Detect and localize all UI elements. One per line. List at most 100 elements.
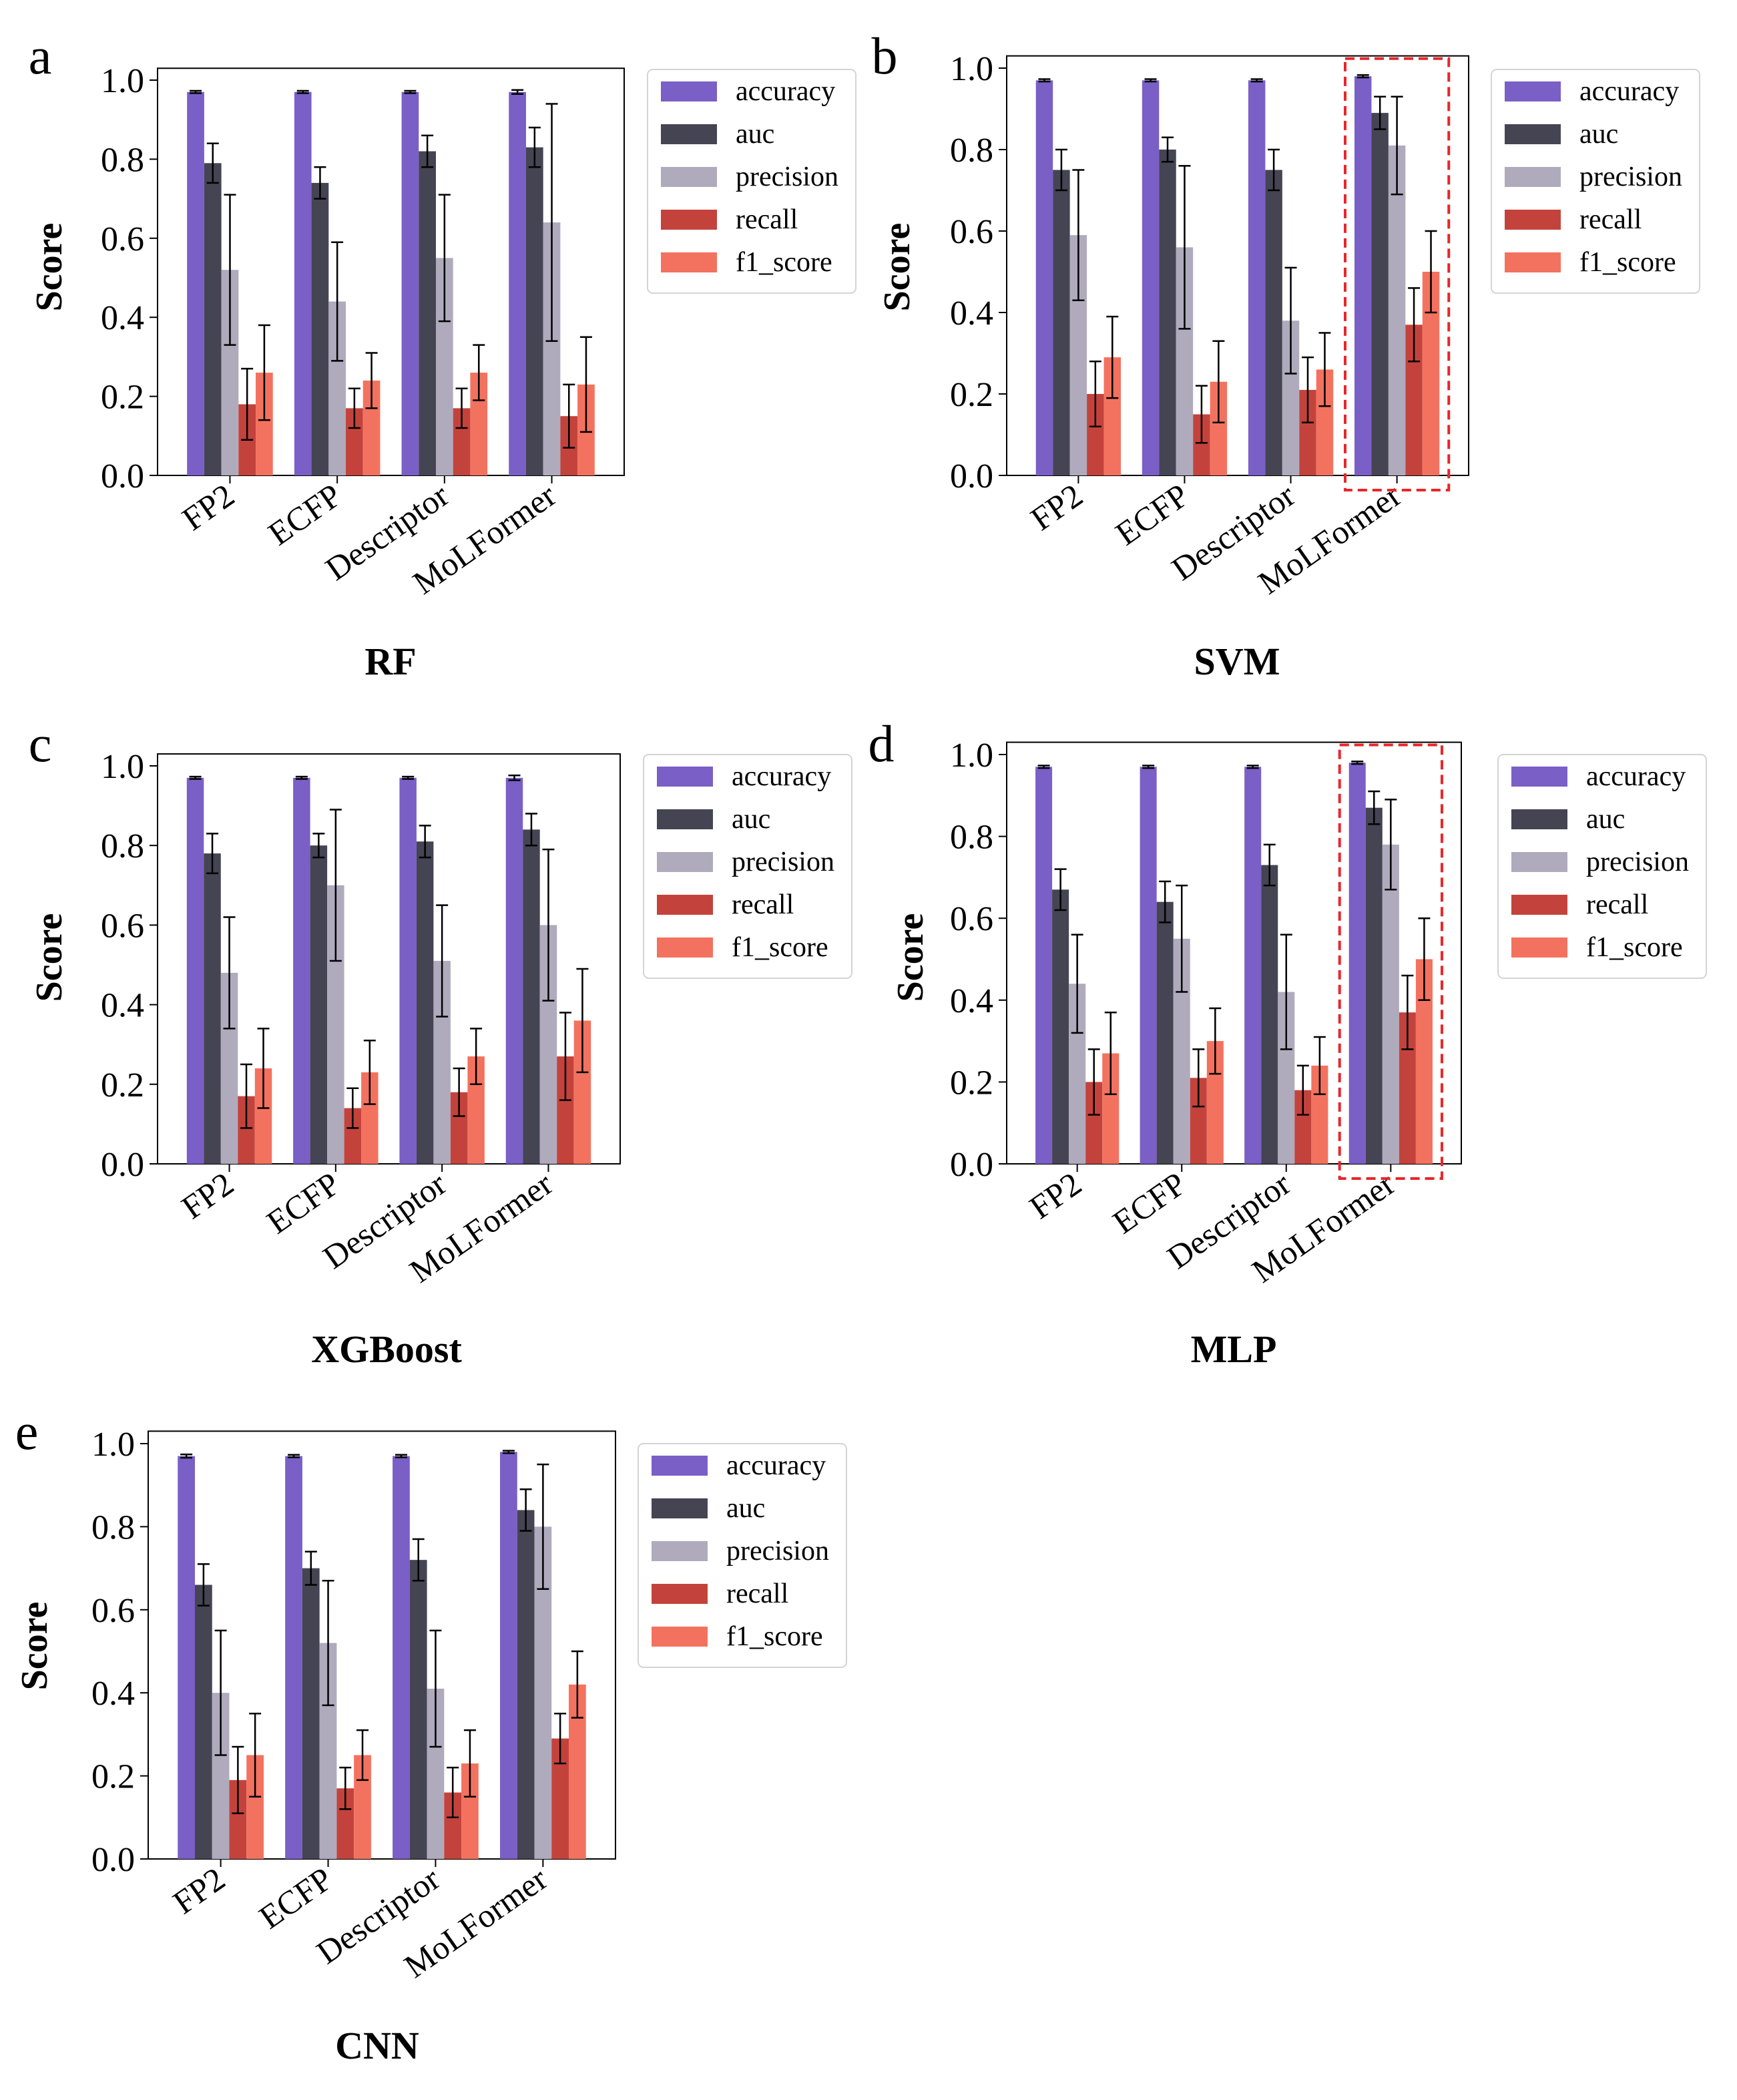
- y-tick-label: 0.4: [950, 982, 993, 1020]
- bar-accuracy-descriptor: [399, 777, 417, 1164]
- legend-swatch-recall: [657, 895, 713, 915]
- bar-accuracy-molformer: [1348, 763, 1366, 1164]
- y-tick-label: 0.8: [91, 1508, 135, 1546]
- bar-accuracy-ecfp: [1140, 767, 1157, 1164]
- x-tick-label: ECFP: [261, 476, 348, 552]
- bar-accuracy-fp2: [178, 1456, 195, 1859]
- bar-auc-molformer: [1371, 113, 1389, 476]
- y-tick-label: 1.0: [950, 50, 993, 88]
- legend-swatch-accuracy: [1505, 81, 1561, 101]
- y-tick-label: 0.2: [91, 1758, 135, 1796]
- bar-auc-descriptor: [409, 1560, 427, 1859]
- y-tick-label: 0.2: [950, 1064, 993, 1102]
- y-axis-label: Score: [890, 913, 931, 1002]
- legend-swatch-precision: [1505, 167, 1561, 187]
- y-tick-label: 0.6: [950, 213, 993, 251]
- plot-frame: [148, 1430, 616, 1860]
- panel-letter: c: [29, 714, 52, 773]
- y-tick-label: 1.0: [101, 748, 144, 786]
- y-tick-label: 1.0: [950, 737, 993, 775]
- y-tick-label: 0.0: [950, 457, 993, 495]
- bar-accuracy-descriptor: [1248, 80, 1266, 476]
- y-axis-label: Score: [14, 1602, 55, 1691]
- legend-label-auc: auc: [726, 1493, 765, 1524]
- y-tick-label: 0.0: [950, 1146, 993, 1184]
- legend-label-f1_score: f1_score: [1586, 932, 1683, 963]
- legend-label-recall: recall: [732, 889, 794, 920]
- legend-label-precision: precision: [726, 1536, 829, 1566]
- bar-accuracy-fp2: [187, 91, 204, 475]
- bar-auc-ecfp: [1159, 150, 1176, 475]
- bar-auc-molformer: [1365, 807, 1383, 1164]
- bar-auc-fp2: [195, 1585, 212, 1859]
- legend-swatch-recall: [661, 210, 717, 230]
- legend-swatch-f1_score: [657, 937, 713, 958]
- plot-frame: [157, 67, 625, 477]
- x-tick-label: ECFP: [252, 1860, 339, 1936]
- plot-frame: [157, 753, 621, 1165]
- y-tick-label: 0.0: [101, 457, 144, 495]
- legend-label-f1_score: f1_score: [1579, 247, 1676, 278]
- bar-auc-fp2: [1052, 889, 1069, 1164]
- bar-accuracy-ecfp: [294, 91, 312, 475]
- y-axis-label: Score: [877, 223, 918, 312]
- y-axis-label: Score: [29, 913, 70, 1002]
- legend-label-auc: auc: [1586, 804, 1625, 835]
- bar-auc-fp2: [1053, 170, 1070, 475]
- bar-auc-molformer: [517, 1510, 535, 1859]
- legend-swatch-precision: [652, 1541, 708, 1561]
- legend-label-accuracy: accuracy: [726, 1450, 826, 1481]
- y-tick-label: 0.6: [101, 907, 144, 945]
- legend-label-precision: precision: [732, 847, 834, 877]
- y-axis-label: Score: [29, 223, 70, 312]
- legend-swatch-accuracy: [657, 767, 713, 787]
- bar-accuracy-fp2: [186, 777, 204, 1164]
- y-tick-label: 0.6: [101, 220, 144, 258]
- bar-auc-ecfp: [302, 1568, 320, 1859]
- x-tick-label: FP2: [166, 1860, 232, 1921]
- bar-auc-descriptor: [1265, 170, 1282, 475]
- bar-accuracy-molformer: [509, 91, 526, 475]
- bar-auc-descriptor: [416, 841, 434, 1164]
- bar-auc-ecfp: [310, 845, 328, 1164]
- legend-label-recall: recall: [726, 1579, 788, 1609]
- legend-swatch-accuracy: [652, 1456, 708, 1476]
- x-tick-label: FP2: [175, 1165, 240, 1226]
- legend: accuracy auc precision recall f1_score: [647, 69, 856, 294]
- bar-accuracy-molformer: [505, 777, 523, 1164]
- bar-accuracy-ecfp: [285, 1456, 302, 1859]
- legend-swatch-auc: [661, 124, 717, 144]
- y-tick-label: 0.6: [91, 1592, 135, 1630]
- legend: accuracy auc precision recall f1_score: [1497, 754, 1707, 979]
- x-tick-label: FP2: [1024, 476, 1089, 538]
- bar-auc-molformer: [525, 147, 543, 475]
- legend-swatch-f1_score: [1511, 937, 1567, 958]
- bar-accuracy-fp2: [1035, 80, 1053, 476]
- legend-swatch-accuracy: [1511, 767, 1567, 787]
- x-tick-label: ECFP: [1106, 1165, 1193, 1241]
- legend-swatch-f1_score: [652, 1627, 708, 1647]
- legend-label-precision: precision: [1586, 847, 1689, 877]
- legend-swatch-precision: [1511, 852, 1567, 872]
- legend-label-recall: recall: [1586, 889, 1648, 920]
- legend-label-accuracy: accuracy: [736, 76, 835, 107]
- bar-auc-ecfp: [311, 182, 329, 475]
- bar-precision-molformer: [1388, 145, 1406, 475]
- bar-accuracy-descriptor: [401, 91, 419, 475]
- bar-auc-ecfp: [1156, 901, 1174, 1164]
- legend-label-auc: auc: [1579, 119, 1618, 150]
- legend-label-f1_score: f1_score: [726, 1621, 823, 1652]
- y-tick-label: 0.6: [950, 900, 993, 938]
- legend-label-auc: auc: [732, 804, 770, 835]
- x-tick-label: FP2: [1023, 1165, 1088, 1226]
- y-tick-label: 0.8: [101, 141, 144, 179]
- panel-letter: d: [869, 714, 895, 773]
- bar-accuracy-ecfp: [1142, 80, 1160, 476]
- y-tick-label: 0.2: [101, 1066, 144, 1104]
- legend: accuracy auc precision recall f1_score: [1491, 69, 1700, 294]
- bar-auc-descriptor: [1261, 865, 1278, 1164]
- y-tick-label: 0.2: [950, 376, 993, 414]
